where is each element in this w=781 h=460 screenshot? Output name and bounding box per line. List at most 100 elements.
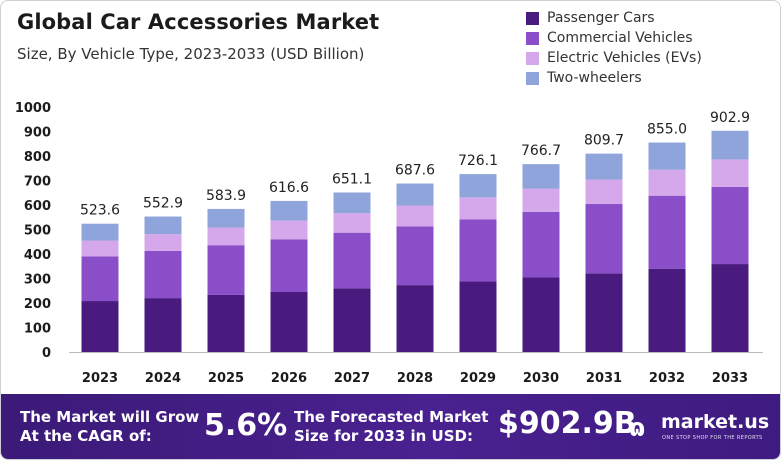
bar-segment-electric-vehicles-evs	[144, 234, 182, 251]
x-tick-label: 2026	[271, 371, 307, 386]
brand-tagline: ONE STOP SHOP FOR THE REPORTS	[662, 435, 763, 441]
y-tick-label: 400	[24, 248, 51, 263]
bar-segment-commercial-vehicles	[207, 245, 245, 295]
y-tick-label: 800	[24, 150, 51, 165]
bar-segment-passenger-cars	[585, 273, 623, 352]
bar-total-label: 583.9	[206, 188, 246, 204]
y-tick-label: 600	[24, 199, 51, 214]
cagr-label-line-2: At the CAGR of:	[20, 427, 152, 445]
y-tick-label: 200	[24, 297, 51, 312]
bar-segment-two-wheelers	[585, 153, 623, 180]
bar-total-label: 855.0	[647, 122, 687, 138]
bar-total-label: 687.6	[395, 163, 435, 179]
forecast-label: The Forecasted Market Size for 2033 in U…	[294, 408, 488, 446]
bar-segment-two-wheelers	[396, 183, 434, 206]
bar-segment-commercial-vehicles	[711, 186, 749, 265]
bar-segment-electric-vehicles-evs	[459, 197, 497, 220]
x-tick-label: 2032	[649, 371, 685, 386]
cagr-label-line-1: The Market will Grow	[20, 408, 200, 426]
bar-segment-commercial-vehicles	[459, 219, 497, 282]
bar-segment-commercial-vehicles	[585, 204, 623, 274]
bar-total-label: 552.9	[143, 196, 183, 212]
stacked-bar-chart: 0 100 200 300 400 500 600 700 800 900 1000 523.6 202…	[15, 101, 763, 386]
bar-segment-commercial-vehicles	[270, 239, 308, 292]
x-tick-label: 2029	[460, 371, 496, 386]
x-tick-label: 2033	[712, 371, 748, 386]
cagr-label: The Market will Grow At the CAGR of:	[20, 408, 199, 446]
bar-segment-two-wheelers	[81, 223, 119, 241]
forecast-label-line-2: Size for 2033 in USD:	[294, 427, 473, 445]
bar-total-label: 726.1	[458, 153, 498, 169]
bar-segment-passenger-cars	[207, 294, 245, 352]
legend-label: Two-wheelers	[547, 70, 642, 86]
bar-segment-two-wheelers	[207, 208, 245, 228]
bar-segment-two-wheelers	[270, 200, 308, 221]
x-tick-label: 2030	[523, 371, 559, 386]
cagr-value: 5.6%	[204, 408, 288, 443]
bar-segment-electric-vehicles-evs	[522, 188, 560, 212]
bar-segment-two-wheelers	[711, 130, 749, 160]
bar-segment-commercial-vehicles	[81, 256, 119, 302]
bar-segment-passenger-cars	[144, 298, 182, 352]
forecast-value: $902.9B	[498, 406, 637, 441]
bar-total-label: 902.9	[710, 110, 750, 126]
footer-banner: The Market will Grow At the CAGR of: 5.6…	[1, 394, 780, 459]
bar-segment-passenger-cars	[81, 301, 119, 352]
bar-segment-electric-vehicles-evs	[81, 240, 119, 257]
bar-segment-passenger-cars	[648, 268, 686, 352]
bar-segment-electric-vehicles-evs	[648, 169, 686, 196]
bar-segment-passenger-cars	[396, 285, 434, 352]
bar-segment-passenger-cars	[522, 277, 560, 352]
x-tick-label: 2031	[586, 371, 622, 386]
x-tick-label: 2025	[208, 371, 244, 386]
bar-segment-passenger-cars	[711, 264, 749, 352]
bar-total-label: 523.6	[80, 203, 120, 219]
bar-segment-commercial-vehicles	[333, 232, 371, 289]
bar-segment-two-wheelers	[144, 216, 182, 235]
legend-item-passenger-cars: Passenger Cars	[526, 8, 702, 28]
bar-segment-electric-vehicles-evs	[396, 205, 434, 227]
bar-segment-two-wheelers	[522, 164, 560, 189]
legend-swatch	[526, 11, 539, 25]
y-tick-label: 0	[42, 346, 51, 361]
y-tick-label: 700	[24, 175, 51, 190]
legend-label: Passenger Cars	[547, 10, 655, 26]
legend-item-two-wheelers: Two-wheelers	[526, 68, 702, 88]
y-tick-label: 900	[24, 126, 51, 141]
y-tick-label: 100	[24, 322, 51, 337]
legend-swatch	[526, 71, 539, 85]
legend-item-commercial-vehicles: Commercial Vehicles	[526, 28, 702, 48]
chart-subtitle: Size, By Vehicle Type, 2023-2033 (USD Bi…	[17, 45, 365, 63]
chart-legend: Passenger Cars Commercial Vehicles Elect…	[526, 8, 702, 88]
bar-segment-passenger-cars	[270, 291, 308, 352]
bar-segment-electric-vehicles-evs	[711, 159, 749, 187]
x-tick-label: 2028	[397, 371, 433, 386]
y-tick-label: 500	[24, 224, 51, 239]
bar-segment-electric-vehicles-evs	[333, 213, 371, 233]
bar-total-label: 809.7	[584, 133, 624, 149]
bar-segment-electric-vehicles-evs	[270, 220, 308, 240]
bar-segment-electric-vehicles-evs	[585, 179, 623, 205]
bar-total-label: 651.1	[332, 171, 372, 187]
brand-name[interactable]: market.us	[661, 411, 770, 433]
legend-label: Electric Vehicles (EVs)	[547, 50, 702, 66]
market-us-logo-icon: ɷ	[629, 414, 646, 442]
forecast-label-line-1: The Forecasted Market	[294, 408, 489, 426]
bar-segment-passenger-cars	[333, 288, 371, 352]
bar-segment-passenger-cars	[459, 281, 497, 352]
bar-segment-commercial-vehicles	[396, 226, 434, 286]
legend-swatch	[526, 51, 539, 65]
legend-label: Commercial Vehicles	[547, 30, 693, 46]
x-tick-label: 2023	[82, 371, 118, 386]
legend-item-electric-vehicles: Electric Vehicles (EVs)	[526, 48, 702, 68]
bar-segment-two-wheelers	[648, 142, 686, 170]
bar-segment-commercial-vehicles	[522, 211, 560, 278]
legend-swatch	[526, 31, 539, 45]
bar-segment-commercial-vehicles	[648, 195, 686, 269]
bar-total-label: 766.7	[521, 143, 561, 159]
bar-segment-two-wheelers	[333, 192, 371, 214]
y-tick-label: 1000	[15, 101, 51, 116]
bar-segment-commercial-vehicles	[144, 250, 182, 299]
x-tick-label: 2027	[334, 371, 370, 386]
